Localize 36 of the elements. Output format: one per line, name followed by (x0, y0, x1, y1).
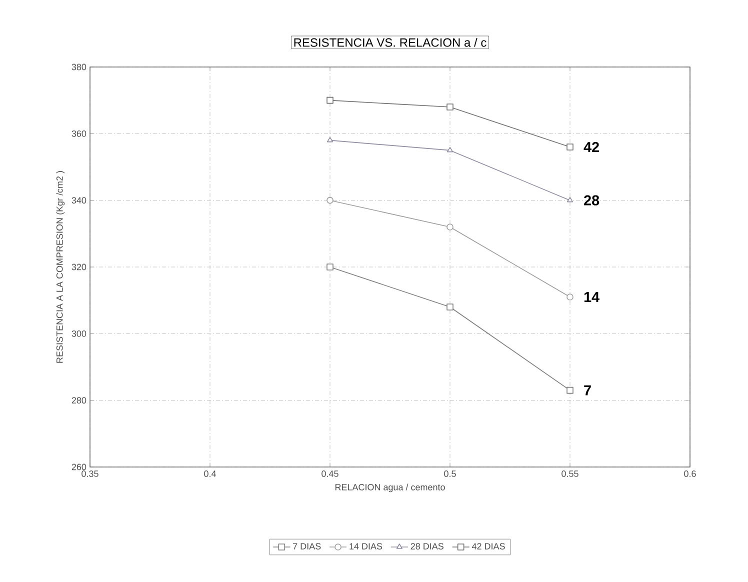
annotation: 28 (584, 195, 600, 206)
x-tick-label: 0.6 (684, 470, 696, 477)
annotation: 14 (584, 292, 600, 302)
y-tick-label: 380 (72, 64, 86, 70)
x-tick-label: 0.4 (204, 470, 216, 477)
x-tick-label: 0.5 (444, 470, 456, 477)
x-tick-label: 0.35 (82, 470, 98, 477)
point (446, 224, 454, 230)
point (326, 96, 334, 104)
point (327, 136, 333, 142)
y-axis-title: RESISTENCIA A LA COMPRESION (Kgr /cm2 ) (56, 171, 65, 363)
point (326, 196, 334, 204)
point (446, 104, 454, 110)
annotation: 7 (584, 385, 591, 396)
y-tick-label: 260 (72, 464, 86, 470)
point (326, 264, 334, 270)
legend-label: 28 DIAS (410, 543, 444, 550)
point (447, 146, 453, 152)
legend-label: 42 DIAS (472, 543, 505, 550)
x-tick-label: 0.55 (562, 470, 578, 477)
annotation: 42 (584, 142, 599, 152)
legend-label: 14 DIAS (350, 543, 382, 550)
point (566, 294, 574, 300)
y-tick-label: 300 (72, 330, 86, 337)
x-axis-title: RELACION agua / cemento (335, 484, 445, 492)
x-tick-label: 0.45 (322, 470, 338, 477)
y-tick-label: 280 (72, 397, 86, 404)
point (566, 386, 574, 394)
point (567, 196, 573, 202)
y-tick-label: 340 (72, 197, 86, 204)
y-tick-label: 320 (72, 264, 86, 270)
point (566, 144, 574, 150)
point (446, 304, 454, 310)
chart-title: RESISTENCIA VS. RELACION a / c (294, 38, 486, 47)
y-tick-label: 360 (72, 130, 86, 137)
legend-label: 7 DIAS (293, 543, 321, 550)
